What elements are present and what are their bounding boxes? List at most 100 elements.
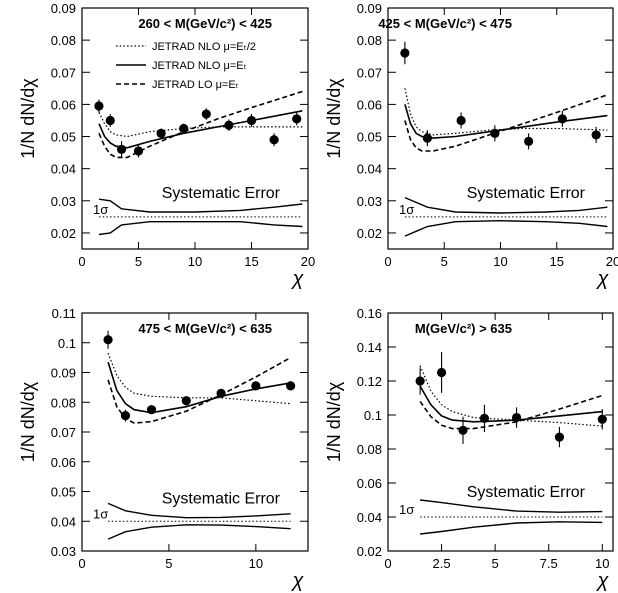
data-point <box>105 115 115 126</box>
y-tick-label: 0.07 <box>357 65 382 80</box>
x-tick-label: 0 <box>78 254 85 269</box>
y-tick-label: 0.03 <box>51 194 76 209</box>
jetrad-nlo-half-curve <box>98 112 303 138</box>
jetrad-lo-curve <box>98 90 303 159</box>
x-tick-label: 10 <box>249 556 263 571</box>
data-point <box>201 109 211 119</box>
y-tick-label: 0.08 <box>357 33 382 48</box>
y-tick-label: 0.06 <box>357 97 382 112</box>
y-tick-label: 0.1 <box>364 408 382 423</box>
data-point <box>557 114 567 124</box>
x-tick-label: 2.5 <box>433 556 451 571</box>
one-sigma-label: 1σ <box>399 202 414 217</box>
data-point <box>116 144 127 154</box>
y-tick-label: 0.05 <box>357 130 382 145</box>
data-point <box>120 411 131 421</box>
y-axis-label: 1/N dN/dχ <box>18 78 38 159</box>
x-axis-label: χ <box>596 268 610 290</box>
y-tick-label: 0.04 <box>51 162 76 177</box>
x-tick-label: 15 <box>244 254 258 269</box>
one-sigma-label: 1σ <box>93 202 108 217</box>
data-point <box>133 146 144 156</box>
data-point <box>103 335 113 345</box>
x-tick-label: 20 <box>301 254 315 269</box>
x-tick-label: 5 <box>165 556 172 571</box>
y-axis-label: 1/N dN/dχ <box>18 381 38 462</box>
jetrad-nlo-half-curve <box>107 352 291 405</box>
mass-range-title: 475 < M(GeV/c²) < 635 <box>138 321 272 336</box>
y-tick-label: 0.09 <box>357 1 382 16</box>
y-tick-label: 0.05 <box>51 485 76 500</box>
data-point <box>554 432 565 442</box>
y-tick-label: 0.07 <box>51 425 76 440</box>
y-tick-label: 0.04 <box>51 514 76 529</box>
data-point <box>146 405 157 415</box>
y-tick-label: 0.02 <box>357 226 382 241</box>
y-tick-label: 0.12 <box>357 374 382 389</box>
systematic-error-label: Systematic Error <box>467 484 586 501</box>
y-tick-label: 0.06 <box>51 97 76 112</box>
data-point <box>216 388 226 398</box>
data-point <box>286 381 296 391</box>
y-tick-label: 0.04 <box>357 510 382 525</box>
x-tick-label: 5 <box>441 254 448 269</box>
x-tick-label: 10 <box>188 254 202 269</box>
data-point <box>156 128 166 138</box>
y-tick-label: 0.02 <box>357 544 382 559</box>
plot-frame <box>387 312 614 552</box>
data-point <box>292 114 302 124</box>
x-tick-label: 20 <box>606 254 618 269</box>
systematic-error-upper <box>107 502 291 519</box>
data-point <box>224 120 234 130</box>
chart-panel-1: 0 5 10 15 20 0.02 0.03 0.04 0.05 0.06 0.07 0.08 0.09… <box>18 1 315 290</box>
legend-entry: JETRAD LO μ=Eₜ <box>152 79 239 91</box>
jetrad-lo-curve <box>404 94 608 152</box>
chart-panel-3: 0 5 10 0.03 0.04 0.05 0.06 0.07 0.08 0.09 0.1 0.11 χ… <box>18 306 309 592</box>
data-point <box>415 376 425 386</box>
jetrad-nlo-curve <box>404 104 608 139</box>
data-point <box>179 123 189 134</box>
data-point <box>597 414 607 424</box>
y-tick-label: 0.09 <box>51 366 76 381</box>
data-point <box>181 396 191 406</box>
x-axis-label: χ <box>291 268 305 290</box>
x-tick-label: 5 <box>492 556 499 571</box>
y-tick-label: 0.14 <box>357 340 382 355</box>
x-axis-label: χ <box>291 570 305 592</box>
jetrad-lo-curve <box>107 356 291 424</box>
data-point <box>436 367 447 378</box>
systematic-error-upper <box>420 499 603 513</box>
data-point <box>524 136 534 146</box>
chart-panel-2: 0 5 10 15 20 0.02 0.03 0.04 0.05 0.06 0.07 0.08 0.09… <box>324 1 618 290</box>
y-tick-label: 0.16 <box>357 306 382 321</box>
systematic-error-lower <box>420 521 603 535</box>
systematic-error-lower <box>98 221 303 236</box>
data-point <box>511 412 522 423</box>
y-tick-label: 0.04 <box>357 162 382 177</box>
mass-range-title: 425 < M(GeV/c²) < 475 <box>378 16 512 31</box>
y-tick-label: 0.08 <box>51 395 76 410</box>
systematic-error-upper <box>98 198 303 213</box>
data-point <box>490 128 500 138</box>
y-tick-label: 0.09 <box>51 1 76 16</box>
systematic-error-lower <box>107 524 291 540</box>
one-sigma-label: 1σ <box>93 506 108 521</box>
y-tick-label: 0.1 <box>58 336 76 351</box>
x-tick-label: 5 <box>135 254 142 269</box>
data-point <box>251 381 261 391</box>
y-tick-label: 0.08 <box>51 33 76 48</box>
x-tick-label: 0 <box>384 556 391 571</box>
jetrad-nlo-half-curve <box>419 365 603 427</box>
mass-range-title: 260 < M(GeV/c²) < 425 <box>138 16 272 31</box>
y-tick-label: 0.06 <box>51 455 76 470</box>
y-tick-label: 0.03 <box>357 194 382 209</box>
y-axis-label: 1/N dN/dχ <box>324 381 344 462</box>
x-tick-label: 7.5 <box>540 556 558 571</box>
systematic-error-lower <box>404 219 608 237</box>
data-point <box>422 133 432 143</box>
data-point <box>269 135 279 145</box>
legend-entry: JETRAD NLO μ=Eₜ <box>152 60 247 72</box>
y-tick-label: 0.05 <box>51 130 76 145</box>
chart-panel-4: 0 2.5 5 7.5 10 0.02 0.04 0.06 0.08 0.1 0.12 0.14 0.1… <box>324 306 614 592</box>
